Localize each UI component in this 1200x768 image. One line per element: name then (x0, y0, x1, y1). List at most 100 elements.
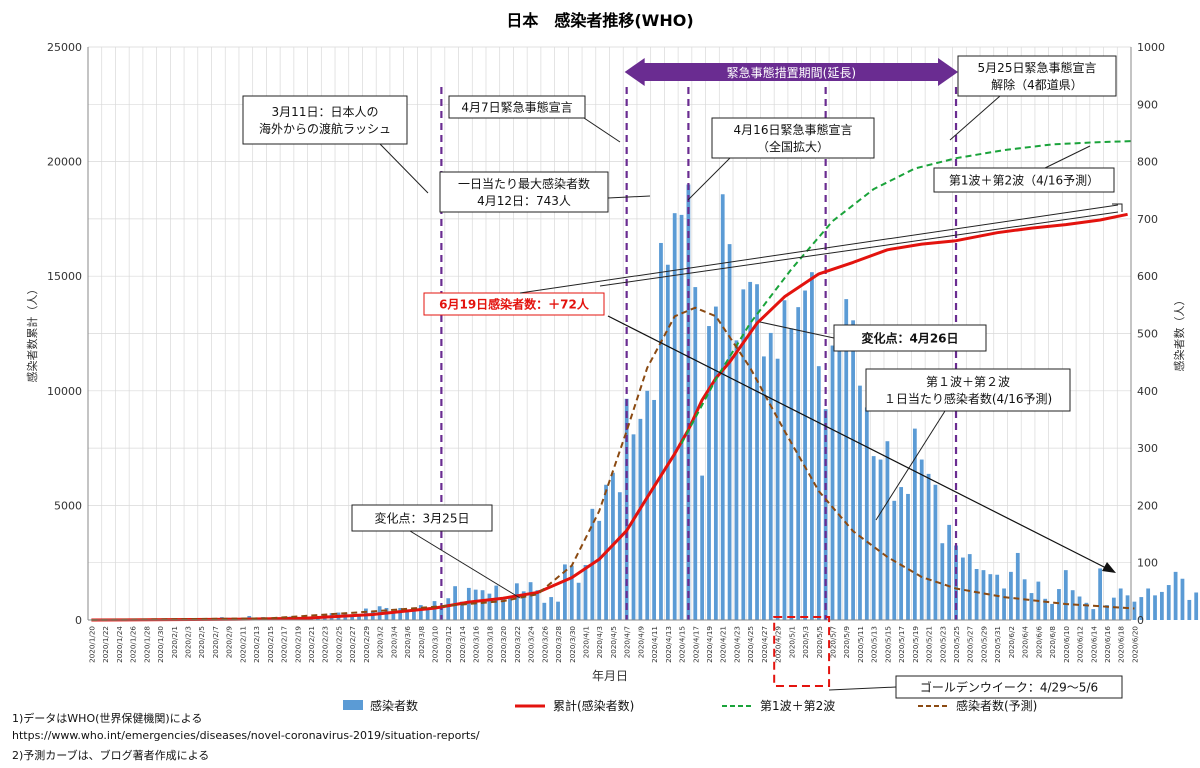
bar (528, 582, 533, 620)
x-tick-label: 2020/5/23 (938, 626, 947, 663)
bar (906, 493, 910, 620)
bar (514, 583, 519, 620)
x-tick-label: 2020/2/15 (266, 626, 275, 663)
annotation-march-11: 3月11日：日本人の (272, 105, 379, 119)
bar (1057, 589, 1061, 620)
bar (844, 299, 849, 620)
bar (672, 213, 677, 621)
leader-wave-daily (875, 410, 946, 521)
bar (830, 345, 835, 620)
bar (1098, 568, 1103, 620)
x-tick-label: 2020/3/8 (417, 626, 426, 659)
bar (1180, 578, 1185, 620)
annotation-april-16: 4月16日緊急事態宣言 (734, 122, 853, 137)
bar (412, 607, 416, 620)
bar (1173, 571, 1178, 620)
bar (810, 272, 814, 620)
annotation-march-11: 海外からの渡航ラッシュ (259, 121, 391, 136)
x-tick-label: 2020/4/5 (609, 626, 618, 658)
x-tick-label: 2020/2/3 (183, 626, 192, 658)
annotation-april-16: （全国拡大） (757, 139, 829, 154)
bar (405, 609, 409, 620)
bar (556, 601, 560, 620)
bar (693, 287, 698, 620)
bar (1146, 588, 1151, 620)
y-tick-label-right: 700 (1137, 213, 1158, 226)
x-tick-label: 2020/2/11 (238, 626, 247, 663)
annotation-change-april-box (833, 324, 987, 352)
bar (707, 326, 711, 620)
leader-may-25 (949, 95, 1001, 141)
x-tick-label: 2020/2/29 (362, 626, 371, 663)
bar (645, 390, 650, 620)
x-tick-label: 2020/4/25 (746, 626, 755, 663)
y-tick-label-right: 400 (1137, 385, 1158, 398)
bar (521, 591, 526, 620)
bar (659, 242, 663, 620)
x-tick-label: 2020/4/15 (678, 626, 687, 663)
leader-march-11 (379, 143, 429, 194)
leader-golden-week (829, 686, 897, 691)
x-tick-label: 2020/6/8 (1048, 626, 1057, 659)
x-tick-label: 2020/5/31 (993, 626, 1002, 663)
annotation-may-25-box (957, 55, 1117, 97)
x-tick-label: 2020/2/23 (321, 626, 330, 663)
bar (576, 582, 581, 620)
x-tick-label: 2020/3/6 (403, 626, 412, 659)
bar (720, 194, 725, 621)
y-tick-label-left: 15000 (47, 270, 82, 283)
annotation-max-daily: 一日当たり最大感染者数 (458, 176, 590, 191)
annotation-max-daily: 4月12日：743人 (477, 194, 571, 208)
leader-june-19-a (519, 204, 1119, 294)
june-19-bracket (1112, 203, 1123, 212)
x-tick-label: 2020/2/21 (307, 626, 316, 663)
bar (864, 407, 869, 620)
y-axis-label-left: 感染者数累計（人） (25, 284, 39, 383)
bar (700, 475, 705, 620)
x-tick-label: 2020/5/17 (897, 626, 906, 663)
x-tick-label: 2020/2/5 (197, 626, 206, 658)
bar (1084, 602, 1089, 620)
annotation-wave-daily-box (865, 368, 1071, 412)
x-tick-label: 2020/4/9 (636, 626, 645, 659)
y-tick-label-left: 0 (75, 614, 82, 627)
leader-change-march (409, 530, 521, 599)
x-tick-label: 2020/6/12 (1076, 626, 1085, 663)
bar (1111, 597, 1116, 620)
x-tick-label: 2020/3/18 (485, 626, 494, 663)
x-tick-label: 2020/3/2 (376, 626, 385, 658)
bar (748, 281, 753, 620)
x-tick-label: 2020/2/9 (225, 626, 234, 659)
x-tick-label: 2020/2/27 (348, 626, 357, 663)
bar (638, 418, 643, 620)
annotation-golden-week: ゴールデンウイーク：4/29～5/6 (920, 679, 1098, 694)
x-tick-label: 2020/4/11 (650, 626, 659, 663)
x-tick-label: 2020/2/17 (280, 626, 289, 663)
axes: 0 5000 10000 15000 20000 25000 0 100 200 300 400 50… (25, 41, 1186, 683)
series-lines (91, 140, 1135, 622)
bar (816, 366, 821, 620)
x-tick-label: 2020/4/17 (691, 626, 700, 663)
annotation-wave-total: 第1波＋第2波（4/16予測） (949, 173, 1099, 187)
bar (851, 320, 855, 620)
y-tick-label-right: 800 (1137, 156, 1158, 169)
bar (926, 473, 931, 620)
x-tick-label: 2020/3/14 (458, 626, 467, 663)
annotation-may-25: 解除（4都道県） (991, 77, 1083, 92)
bar (549, 597, 554, 620)
x-tick-label: 2020/5/13 (870, 626, 879, 663)
bar (1015, 552, 1020, 620)
x-tick-label: 2020/4/7 (623, 626, 632, 658)
bar (796, 307, 801, 620)
trend-arrow-head (1102, 562, 1116, 573)
bar (713, 306, 718, 620)
x-tick-label: 2020/5/15 (883, 626, 892, 663)
x-tick-label: 2020/4/1 (581, 626, 590, 658)
bar (1105, 605, 1109, 620)
x-tick-label: 2020/4/3 (595, 626, 604, 658)
leader-change-april (759, 321, 835, 339)
series-line (680, 140, 1135, 444)
bar (974, 569, 979, 620)
annotation-april-16-box (711, 117, 875, 159)
